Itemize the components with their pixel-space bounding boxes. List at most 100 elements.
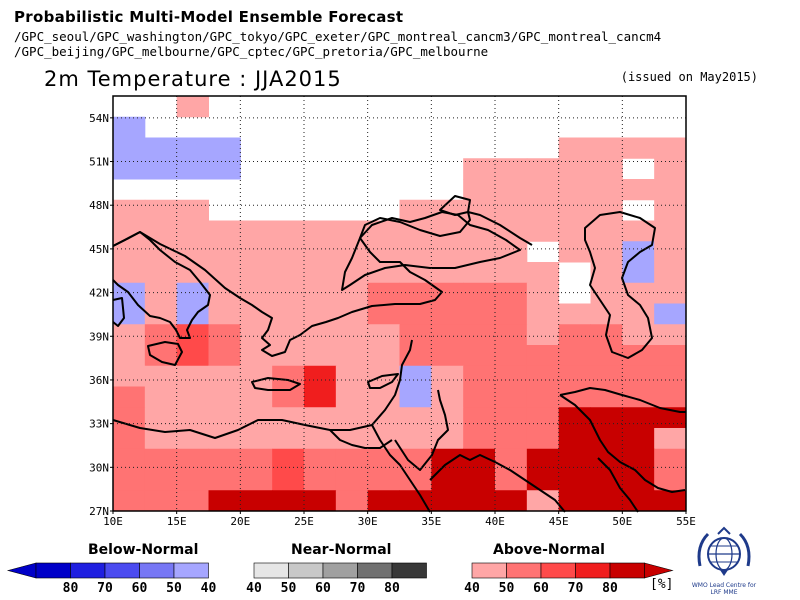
grid-cell: [431, 241, 464, 263]
grid-cell: [558, 407, 591, 429]
lon-label: 50E: [612, 515, 632, 528]
legend-tick: 60: [132, 581, 148, 596]
grid-cell: [622, 303, 655, 325]
grid-cell: [144, 137, 178, 159]
grid-cell: [335, 345, 369, 367]
legend-above-normal: 40 50 60 70 80: [464, 562, 674, 596]
grid-cell: [463, 490, 496, 512]
legend-swatch: [471, 562, 507, 579]
grid-cell: [272, 241, 305, 263]
legend-tick: 80: [384, 581, 400, 596]
lat-label: 36N: [89, 374, 109, 387]
grid-cell: [176, 199, 209, 221]
grid-cell: [590, 490, 623, 512]
grid-cell: [590, 386, 623, 408]
grid-cell: [495, 490, 528, 512]
grid-cell: [399, 241, 432, 263]
grid-cell: [399, 303, 432, 325]
legend-arrow: [644, 562, 674, 579]
grid-cell: [176, 220, 209, 242]
legend-near-label: Near-Normal: [291, 542, 392, 558]
grid-cell: [272, 365, 305, 387]
grid-cell: [240, 490, 273, 512]
grid-cell: [654, 324, 687, 346]
grid-cell: [526, 386, 560, 408]
grid-cell: [208, 282, 241, 304]
grid-cell: [622, 345, 655, 367]
grid-cell: [622, 137, 655, 159]
grid-cell: [335, 386, 369, 408]
grid-cell: [335, 365, 369, 387]
grid-cell: [622, 282, 655, 304]
grid-cell: [113, 116, 146, 138]
grid-cell: [144, 407, 178, 429]
grid-cell: [558, 490, 591, 512]
legend-tick: 60: [533, 581, 549, 596]
legend-unit: [%]: [650, 577, 674, 592]
grid-cell: [272, 220, 305, 242]
grid-cell: [463, 448, 496, 470]
legend-tick: 50: [166, 581, 182, 596]
grid-cell: [144, 386, 178, 408]
grid-cell: [144, 448, 178, 470]
grid-cell: [622, 324, 655, 346]
grid-cell: [144, 490, 178, 512]
grid-cell: [272, 345, 305, 367]
grid-cell: [304, 324, 337, 346]
grid-cell: [431, 407, 464, 429]
grid-cell: [113, 199, 146, 221]
grid-cell: [113, 428, 146, 450]
grid-cell: [240, 345, 273, 367]
grid-cell: [176, 407, 209, 429]
grid-cell: [558, 220, 591, 242]
grid-cell: [654, 199, 687, 221]
grid-cell: [367, 241, 400, 263]
grid-cell: [463, 345, 496, 367]
lon-label: 20E: [230, 515, 250, 528]
grid-cell: [654, 303, 687, 325]
grid-cell: [431, 282, 464, 304]
grid-cell: [558, 199, 591, 221]
grid-cell: [113, 324, 146, 346]
legend-below-label: Below-Normal: [88, 542, 199, 558]
grid-cell: [304, 365, 337, 387]
grid-cell: [335, 282, 369, 304]
grid-cell: [367, 448, 400, 470]
grid-cell: [240, 262, 273, 284]
grid-cell: [463, 386, 496, 408]
grid-cell: [304, 345, 337, 367]
logo-caption-line-2: LRF MME: [710, 589, 738, 596]
legend-swatch: [104, 562, 140, 579]
grid-cell: [495, 428, 528, 450]
grid-cell: [272, 386, 305, 408]
grid-cell: [590, 448, 623, 470]
grid-cell: [176, 96, 209, 118]
grid-cell: [654, 262, 687, 284]
legend-swatch: [139, 562, 175, 579]
lon-label: 55E: [676, 515, 696, 528]
lon-label: 40E: [485, 515, 505, 528]
grid-cell: [463, 179, 496, 201]
grid-cell: [208, 345, 241, 367]
wmo-logo: [690, 526, 758, 596]
legend-above-label: Above-Normal: [493, 542, 605, 558]
grid-cell: [208, 262, 241, 284]
lon-label: 30E: [358, 515, 378, 528]
grid-cell: [176, 282, 209, 304]
lon-label: 15E: [167, 515, 187, 528]
legend-swatch: [575, 562, 611, 579]
lat-label: 45N: [89, 243, 109, 256]
grid-cell: [304, 241, 337, 263]
grid-cell: [208, 158, 241, 180]
grid-cell: [622, 469, 655, 491]
grid-cell: [304, 303, 337, 325]
grid-cell: [208, 469, 241, 491]
grid-cell: [526, 199, 560, 221]
grid-cell: [144, 469, 178, 491]
grid-cell: [272, 407, 305, 429]
grid-cell: [367, 407, 400, 429]
grid-cell: [176, 448, 209, 470]
grid-cell: [335, 241, 369, 263]
grid-cell: [304, 490, 337, 512]
